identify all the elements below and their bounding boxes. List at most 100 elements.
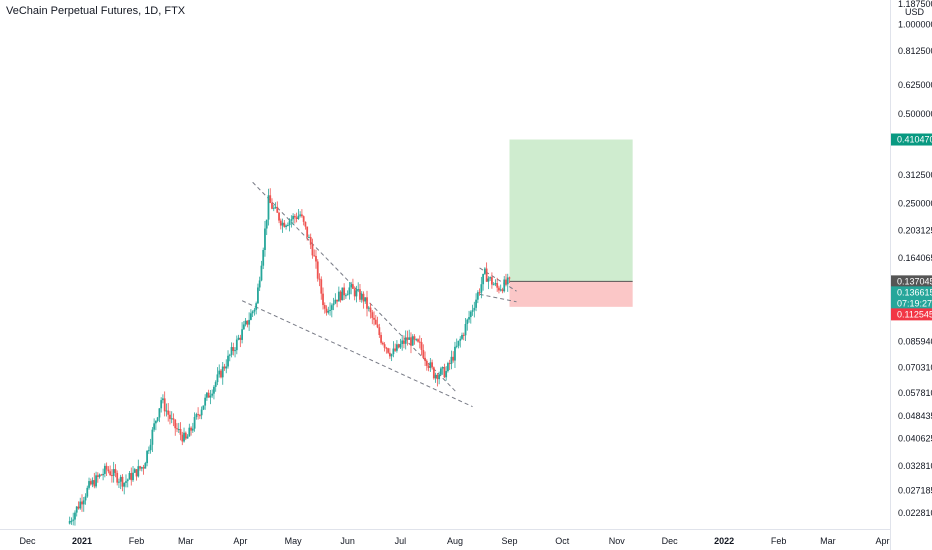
candle	[457, 340, 460, 349]
candle	[167, 403, 170, 422]
candle	[380, 332, 382, 345]
candle	[498, 285, 500, 294]
candle	[376, 316, 379, 329]
trendline[interactable]	[241, 300, 473, 408]
candle	[461, 332, 463, 341]
price-tick-label: 0.027185	[898, 486, 932, 496]
svg-text:07:19:27: 07:19:27	[897, 299, 932, 309]
trendline[interactable]	[479, 293, 517, 303]
candle	[455, 338, 458, 349]
candle	[206, 391, 208, 401]
candle	[301, 209, 303, 218]
candle	[401, 334, 404, 351]
price-tick-label: 0.203125	[898, 225, 932, 235]
price-badge: 0.410470	[891, 133, 932, 146]
price-tick-label: 0.625000	[898, 80, 932, 90]
candle	[179, 422, 182, 441]
price-tick-label: 0.164065	[898, 253, 932, 263]
candle	[392, 341, 395, 358]
candle	[381, 341, 384, 346]
candle	[276, 201, 279, 213]
candle	[269, 188, 272, 204]
candle	[102, 468, 105, 481]
candle	[309, 233, 312, 250]
candle	[320, 276, 323, 300]
candle	[193, 412, 196, 432]
candle	[172, 413, 175, 427]
candle	[445, 366, 448, 381]
candle	[89, 478, 92, 486]
price-tick-label: 0.500000	[898, 109, 932, 119]
candle	[499, 284, 502, 292]
candle	[209, 389, 212, 405]
candle	[336, 299, 338, 308]
candle	[325, 305, 328, 316]
candle	[422, 344, 425, 360]
candle	[221, 361, 224, 385]
candle	[223, 363, 226, 371]
candle	[329, 302, 331, 316]
candle	[344, 293, 347, 299]
candle	[306, 226, 309, 241]
candle	[315, 249, 317, 269]
candle	[95, 471, 97, 489]
candle	[318, 273, 321, 287]
stop-zone[interactable]	[509, 281, 633, 307]
candle	[213, 385, 215, 400]
price-badge: 0.136615	[891, 286, 932, 299]
candle	[399, 338, 402, 350]
candle	[227, 350, 229, 369]
candle	[114, 464, 117, 478]
candle	[466, 318, 469, 331]
chart-title: VeChain Perpetual Futures, 1D, FTX	[6, 5, 186, 17]
candle	[241, 322, 243, 344]
candle	[283, 220, 286, 228]
candle	[272, 204, 275, 212]
target-zone[interactable]	[509, 139, 633, 282]
candle	[216, 367, 219, 386]
candles	[68, 188, 511, 526]
candle	[232, 342, 235, 356]
time-tick-label: Mar	[820, 536, 836, 546]
candle	[454, 341, 456, 369]
candle	[207, 389, 210, 398]
candle	[491, 272, 493, 289]
candle	[385, 346, 388, 354]
candle	[86, 485, 89, 498]
price-tick-label: 0.250000	[898, 199, 932, 209]
candle	[214, 380, 217, 392]
candle	[311, 238, 314, 259]
candle	[107, 466, 110, 474]
candle	[177, 422, 180, 433]
candle	[198, 413, 201, 420]
candle	[79, 497, 82, 510]
candle	[181, 431, 184, 446]
candle	[388, 348, 391, 359]
candle	[251, 310, 254, 318]
candle	[475, 293, 477, 312]
time-tick-label: Dec	[662, 536, 679, 546]
candle	[264, 221, 266, 257]
time-tick-label: Apr	[875, 536, 889, 546]
candle	[246, 320, 249, 328]
candle	[163, 391, 166, 417]
candle	[288, 218, 291, 232]
candle	[439, 366, 442, 376]
candle	[144, 461, 147, 469]
candle	[255, 301, 258, 315]
price-tick-label: 0.022810	[898, 508, 932, 518]
candle	[142, 464, 145, 475]
candle	[126, 478, 129, 488]
candle	[322, 287, 324, 310]
candle	[431, 359, 433, 370]
candle	[84, 493, 87, 505]
candle	[103, 463, 106, 478]
candle	[225, 359, 228, 374]
candle	[265, 219, 268, 236]
candle	[156, 416, 159, 423]
candle	[191, 422, 194, 433]
time-tick-label: May	[285, 536, 303, 546]
candle	[174, 419, 177, 436]
candle	[279, 218, 282, 230]
